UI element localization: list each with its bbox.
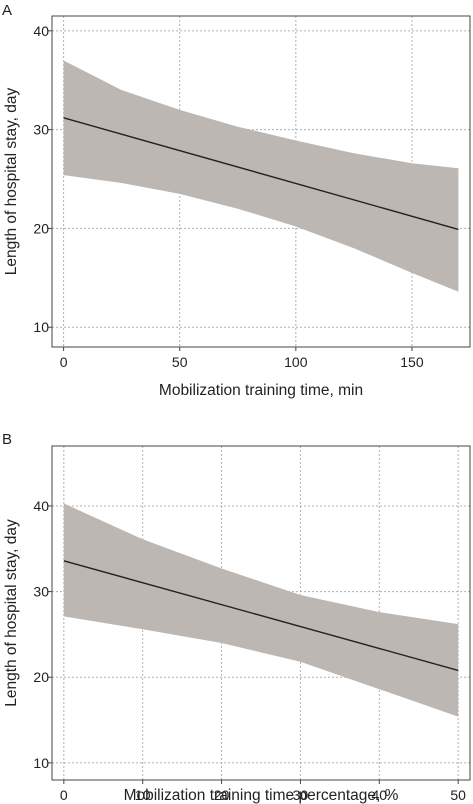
panel-a-y-tick-label: 30 <box>33 122 49 138</box>
panel-b-x-tick-label: 0 <box>60 787 68 803</box>
panel-a-label: A <box>2 2 12 19</box>
panel-a-ticks: 0 50 100 150 10 20 30 40 <box>33 23 423 370</box>
panel-a-confidence-band <box>63 60 459 292</box>
panel-a-plot-frame <box>51 15 471 348</box>
panel-b-y-tick-label: 20 <box>33 669 49 685</box>
panel-b-y-axis-label: Length of hospital stay, day <box>3 519 20 707</box>
panel-b-label: B <box>2 431 12 448</box>
panel-b-plot-frame <box>51 445 471 781</box>
panel-a-x-tick-label: 50 <box>172 354 188 370</box>
panel-b-x-tick-label: 40 <box>372 787 388 803</box>
panel-b-fit-line <box>63 560 459 672</box>
panel-b-ticks: 0 10 20 30 40 50 10 20 30 40 <box>33 498 466 803</box>
panel-b-x-tick-label: 10 <box>135 787 151 803</box>
panel-b-x-tick-label: 50 <box>450 787 466 803</box>
panel-a-x-tick-label: 150 <box>400 354 424 370</box>
panel-b-y-tick-label: 10 <box>33 755 49 771</box>
panel-b-x-axis-label: Mobilization training time percentage, % <box>124 787 399 804</box>
panel-a-x-tick-label: 100 <box>284 354 308 370</box>
panel-a-x-axis-label: Mobilization training time, min <box>159 382 363 399</box>
panel-a: A 0 50 100 150 10 20 30 40 Mobilization trainin… <box>2 2 471 399</box>
panel-b-y-tick-label: 40 <box>33 498 49 514</box>
panel-a-y-tick-label: 20 <box>33 220 49 236</box>
panel-a-y-axis-label: Length of hospital stay, day <box>3 87 20 275</box>
panel-a-y-tick-label: 40 <box>33 23 49 39</box>
panel-b-x-tick-label: 20 <box>214 787 230 803</box>
panel-b-x-tick-label: 30 <box>293 787 309 803</box>
panel-b-y-tick-label: 30 <box>33 584 49 600</box>
panel-a-y-tick-label: 10 <box>33 319 49 335</box>
panel-a-x-tick-label: 0 <box>60 354 68 370</box>
panel-a-fit-line <box>63 117 459 231</box>
panel-b-confidence-band <box>63 503 459 717</box>
panel-b: B 0 10 20 30 40 50 10 20 30 40 Mobilization train… <box>2 431 471 804</box>
